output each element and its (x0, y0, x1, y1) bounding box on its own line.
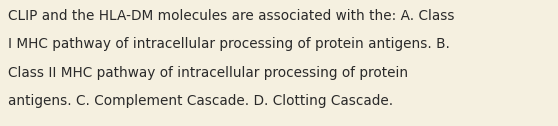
Text: I MHC pathway of intracellular processing of protein antigens. B.: I MHC pathway of intracellular processin… (8, 37, 450, 51)
Text: antigens. C. Complement Cascade. D. Clotting Cascade.: antigens. C. Complement Cascade. D. Clot… (8, 94, 393, 108)
Text: Class II MHC pathway of intracellular processing of protein: Class II MHC pathway of intracellular pr… (8, 66, 408, 80)
Text: CLIP and the HLA-DM molecules are associated with the: A. Class: CLIP and the HLA-DM molecules are associ… (8, 9, 455, 23)
